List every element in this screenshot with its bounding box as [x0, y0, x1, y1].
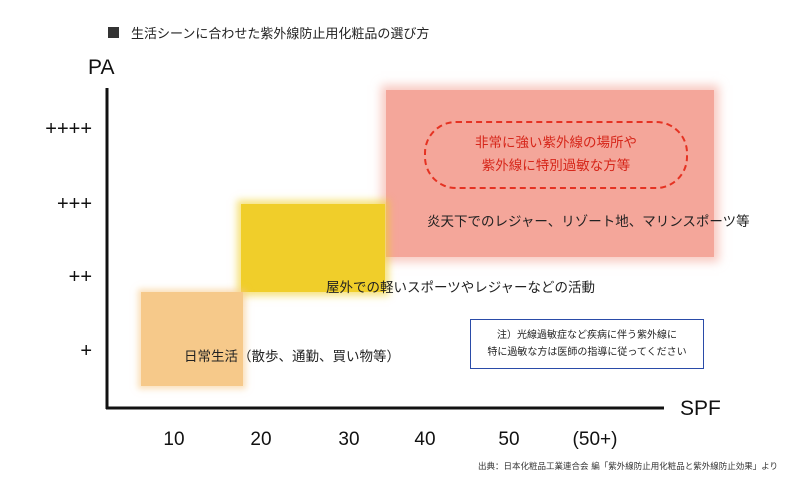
highlight-line: 非常に強い紫外線の場所や — [475, 135, 637, 151]
x-tick-label: 20 — [250, 429, 272, 450]
region-outdoor-sports — [241, 204, 385, 292]
region-label-daily-life: 日常生活（散歩、通勤、買い物等） — [184, 349, 400, 365]
chart-title-text: 生活シーンに合わせた紫外線防止用化粧品の選び方 — [131, 26, 430, 42]
highlight-line: 紫外線に特別過敏な方等 — [481, 158, 631, 174]
y-axis-title: PA — [88, 56, 115, 79]
region-label-extreme-sun: 炎天下でのレジャー、リゾート地、マリンスポーツ等 — [427, 214, 750, 230]
x-tick-label: 40 — [414, 429, 436, 450]
region-label-outdoor-sports: 屋外での軽いスポーツやレジャーなどの活動 — [326, 280, 596, 296]
y-tick-label: ++ — [68, 266, 92, 288]
x-tick-label: 10 — [163, 429, 185, 450]
x-tick-label: (50+) — [572, 429, 618, 450]
y-tick-label: +++ — [56, 193, 92, 215]
note-line: 注）光線過敏症など疾病に伴う紫外線に — [497, 330, 677, 341]
chart-title: 生活シーンに合わせた紫外線防止用化粧品の選び方 — [108, 23, 430, 42]
note-line: 特に過敏な方は医師の指導に従ってください — [487, 347, 687, 358]
source-citation: 出典：日本化粧品工業連合会 編「紫外線防止用化粧品と紫外線防止効果」より — [478, 462, 779, 472]
region-daily-life — [141, 292, 243, 386]
x-tick-label: 30 — [338, 429, 360, 450]
y-tick-label: ++++ — [45, 118, 92, 140]
medical-note: 注）光線過敏症など疾病に伴う紫外線に 特に過敏な方は医師の指導に従ってください — [470, 319, 704, 369]
title-bullet-icon — [108, 26, 119, 38]
y-tick-label: + — [80, 340, 92, 362]
x-axis-title: SPF — [680, 397, 721, 420]
x-tick-label: 50 — [498, 429, 520, 450]
high-risk-highlight: 非常に強い紫外線の場所や 紫外線に特別過敏な方等 — [424, 121, 688, 189]
